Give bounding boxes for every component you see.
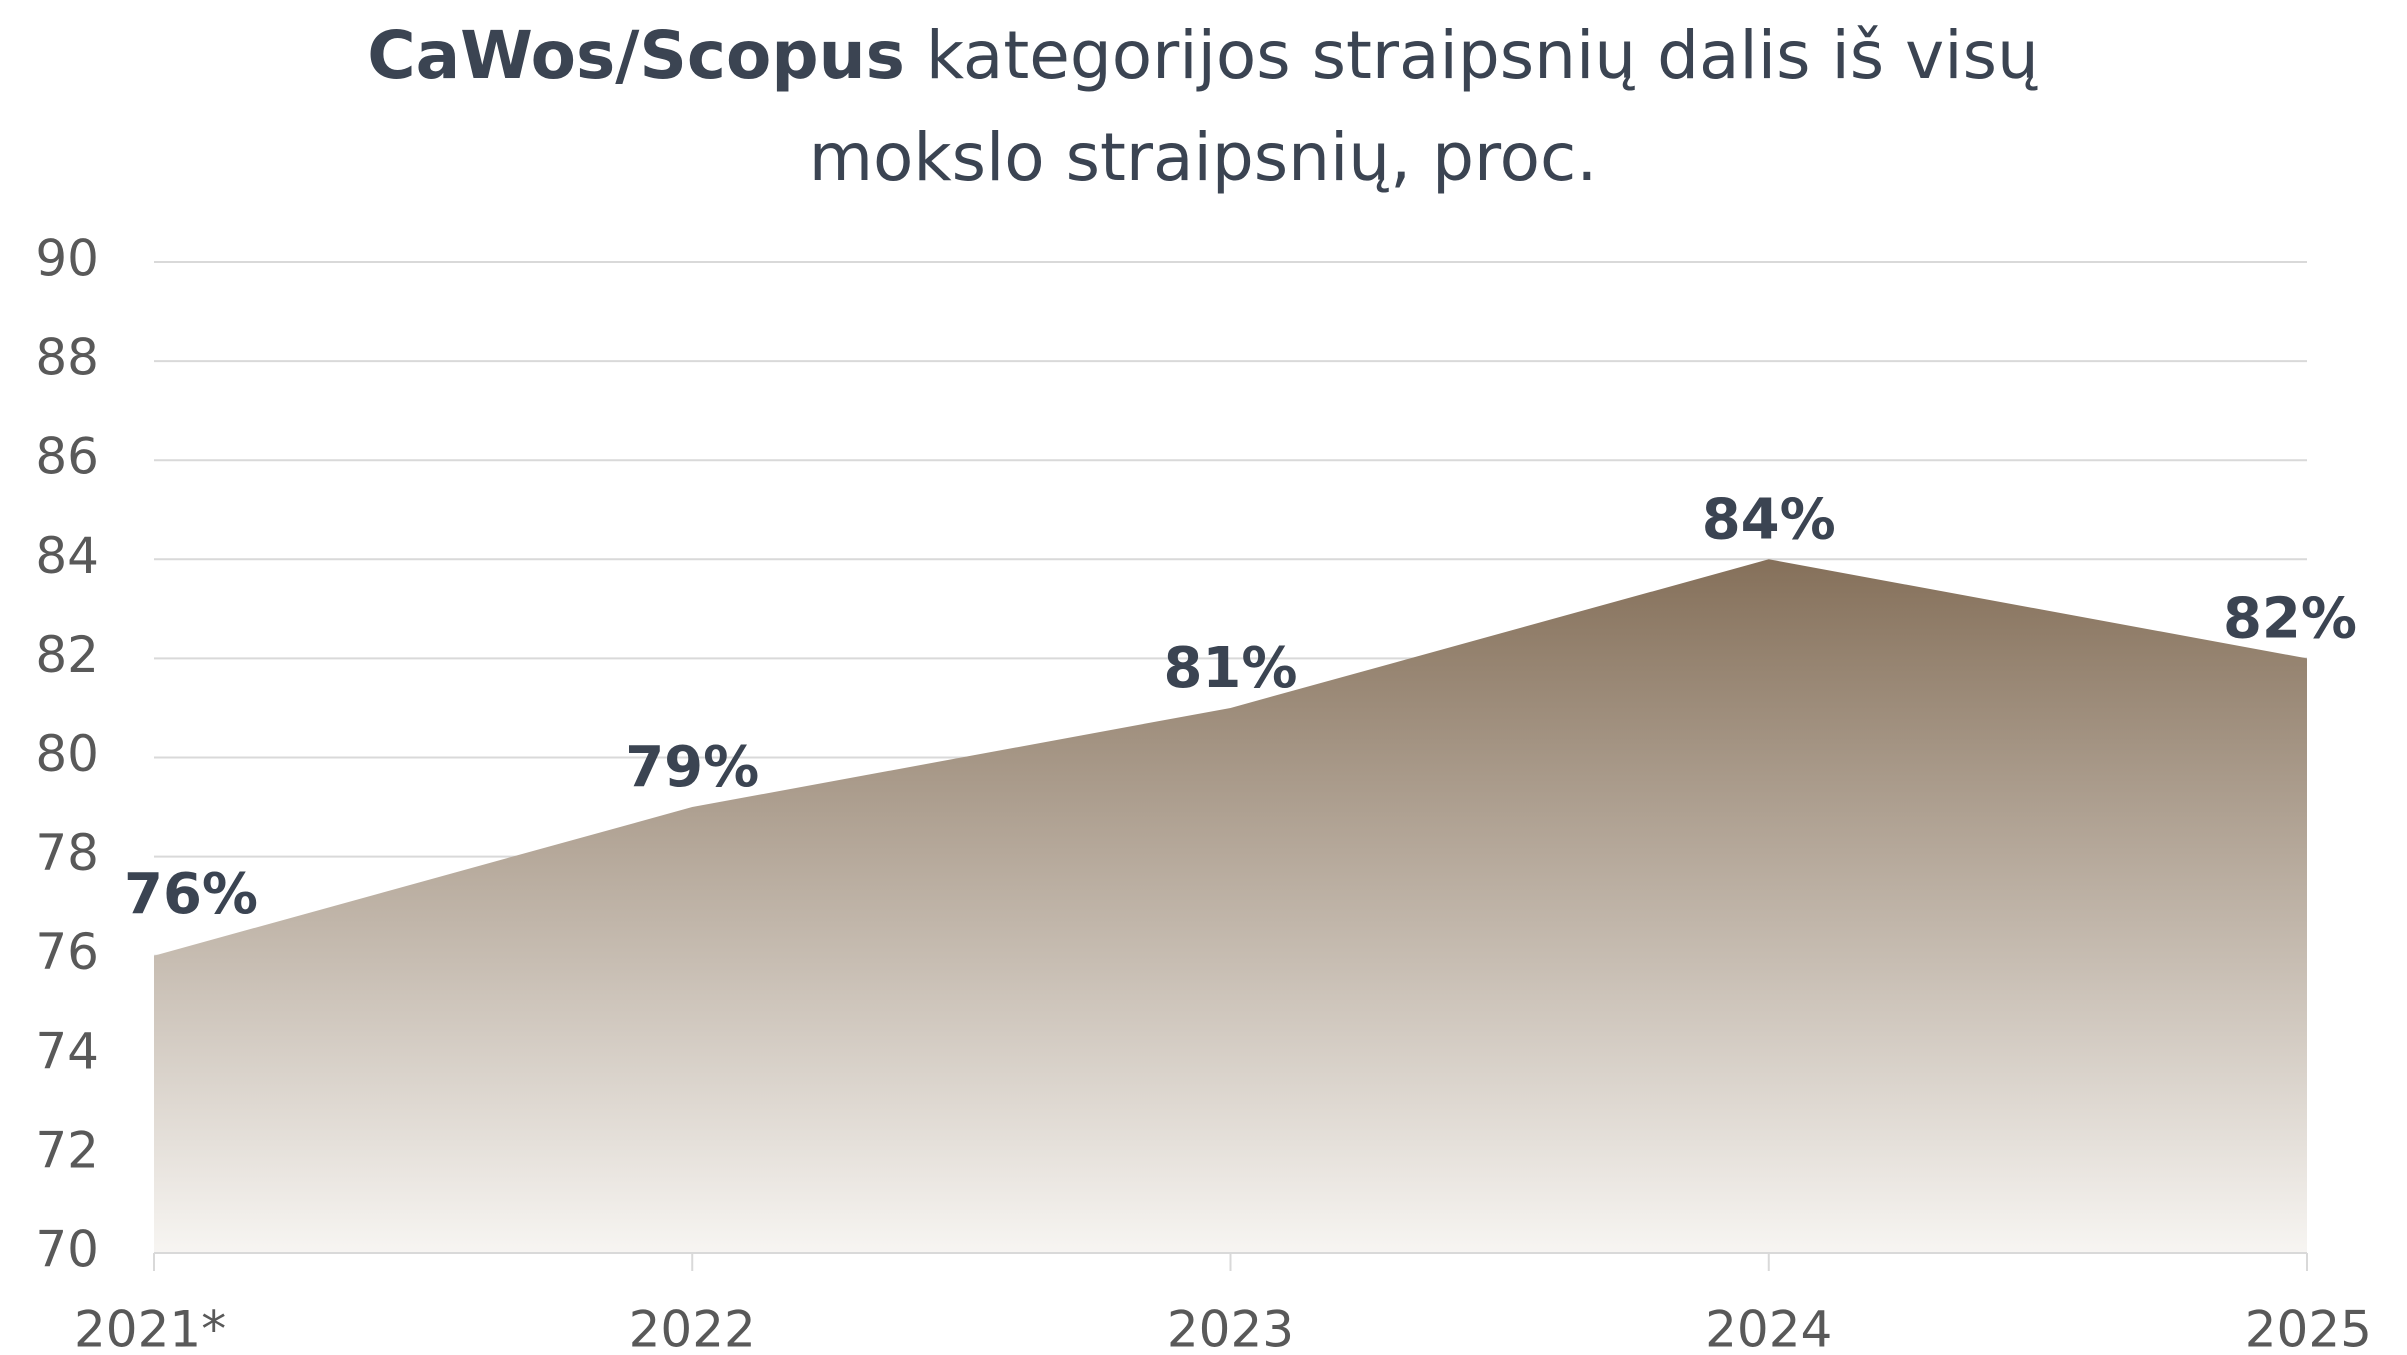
chart-title-line2: mokslo straipsnių, proc.	[809, 119, 1598, 196]
y-tick-label: 72	[35, 1121, 99, 1179]
y-tick-label: 70	[35, 1221, 99, 1279]
y-tick-label: 88	[35, 329, 99, 387]
area	[154, 559, 2307, 1253]
x-tick-label: 2022	[629, 1301, 756, 1355]
title-rest: kategorijos straipsnių dalis iš visų	[926, 17, 2039, 94]
x-tick-label: 2021*	[74, 1301, 226, 1355]
y-tick-label: 90	[35, 230, 99, 288]
y-tick-label: 78	[35, 824, 99, 882]
title-bold: CaWos/Scopus	[367, 17, 905, 94]
x-tick-label: 2023	[1167, 1301, 1294, 1355]
x-tick-label: 2025	[2245, 1301, 2372, 1355]
value-label: 76%	[124, 862, 258, 927]
y-tick-label: 84	[35, 527, 99, 585]
value-label: 82%	[2223, 587, 2357, 652]
x-tick-label: 2024	[1705, 1301, 1832, 1355]
value-label: 81%	[1163, 636, 1297, 701]
chart-title: CaWos/Scopus kategorijos straipsnių dali…	[367, 17, 2039, 94]
y-tick-label: 74	[35, 1022, 99, 1080]
y-tick-label: 80	[35, 725, 99, 783]
value-label: 84%	[1702, 487, 1836, 552]
y-tick-label: 86	[35, 428, 99, 486]
y-tick-label: 82	[35, 626, 99, 684]
value-label: 79%	[625, 735, 759, 800]
y-tick-label: 76	[35, 923, 99, 981]
